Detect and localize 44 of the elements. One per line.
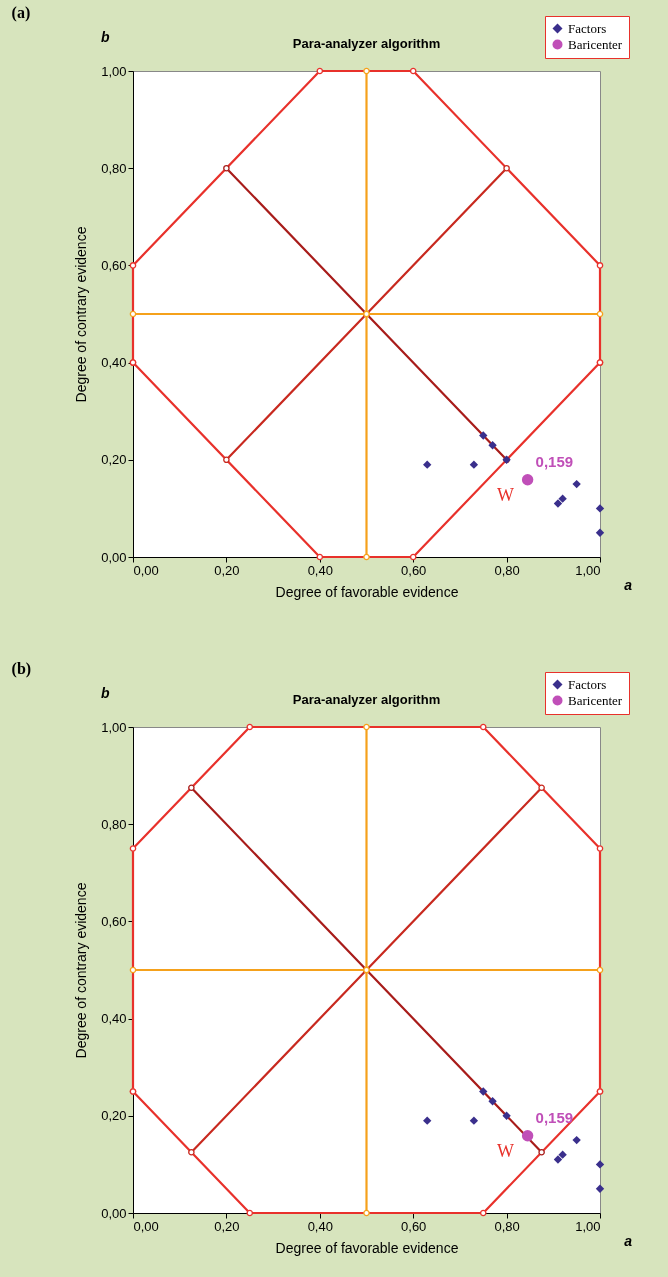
- annotation: W: [497, 1140, 515, 1161]
- legend-label: Factors: [568, 676, 607, 692]
- x-tick-label: 1,00: [575, 562, 601, 578]
- y-tick-label: 1,00: [101, 719, 127, 735]
- text: b: [101, 685, 111, 702]
- text: (b): [11, 659, 32, 678]
- legend-label: Baricenter: [568, 692, 623, 708]
- x-tick-label: 0,80: [494, 1218, 520, 1234]
- x-tick-label: 0,00: [133, 1218, 159, 1234]
- x-axis-title: Degree of favorable evidence: [275, 1239, 459, 1256]
- y-tick-label: 0,00: [101, 549, 127, 565]
- y-tick-label: 0,20: [101, 1108, 127, 1124]
- chart-title: Para-analyzer algorithm: [292, 35, 441, 51]
- x-tick-label: 0,40: [307, 1218, 333, 1234]
- x-tick-label: 0,20: [214, 562, 240, 578]
- y-tick-label: 0,60: [101, 913, 127, 929]
- x-axis-title: Degree of favorable evidence: [275, 583, 459, 600]
- y-tick-label: 1,00: [101, 63, 127, 79]
- x-tick-label: 0,60: [401, 562, 427, 578]
- x-tick-label: 0,20: [214, 1218, 240, 1234]
- data-label: 0,159: [535, 452, 574, 470]
- text: b: [101, 29, 111, 46]
- y-axis-title: Degree of contrary evidence: [73, 226, 90, 403]
- text: (a): [11, 3, 31, 22]
- x-tick-label: 0,60: [401, 1218, 427, 1234]
- y-tick-label: 0,00: [101, 1205, 127, 1221]
- y-axis-title: Degree of contrary evidence: [73, 882, 90, 1059]
- legend-label: Factors: [568, 20, 607, 36]
- data-label: 0,159: [535, 1108, 574, 1126]
- y-tick-label: 0,80: [101, 816, 127, 832]
- chart-title: Para-analyzer algorithm: [292, 691, 441, 707]
- x-tick-label: 0,00: [133, 562, 159, 578]
- text: a: [624, 1233, 633, 1250]
- legend-label: Baricenter: [568, 36, 623, 52]
- y-tick-label: 0,80: [101, 160, 127, 176]
- y-tick-label: 0,40: [101, 355, 127, 371]
- x-tick-label: 0,80: [494, 562, 520, 578]
- x-tick-label: 0,40: [307, 562, 333, 578]
- y-tick-label: 0,60: [101, 257, 127, 273]
- text: a: [624, 577, 633, 594]
- annotation: W: [497, 484, 515, 505]
- y-tick-label: 0,40: [101, 1011, 127, 1027]
- y-tick-label: 0,20: [101, 452, 127, 468]
- x-tick-label: 1,00: [575, 1218, 601, 1234]
